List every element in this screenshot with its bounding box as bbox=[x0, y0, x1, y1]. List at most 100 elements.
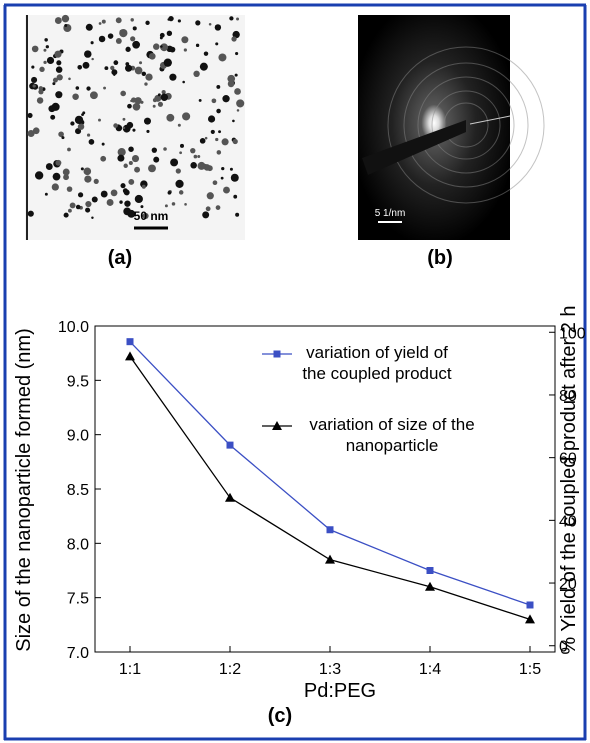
particle bbox=[154, 94, 162, 102]
particle bbox=[106, 199, 114, 206]
data-point bbox=[126, 338, 134, 346]
y2-tick-label: 20 bbox=[559, 576, 577, 593]
particle bbox=[164, 204, 168, 208]
particle bbox=[72, 93, 79, 100]
x-tick-label: 1:5 bbox=[519, 661, 541, 678]
particle bbox=[34, 171, 44, 180]
particle bbox=[218, 130, 222, 134]
y2-tick-label: 60 bbox=[559, 451, 577, 468]
particle bbox=[134, 66, 143, 75]
particle bbox=[197, 161, 206, 170]
particle bbox=[142, 212, 149, 220]
particle bbox=[43, 60, 47, 65]
particle bbox=[199, 62, 208, 71]
particle bbox=[117, 154, 125, 162]
particle bbox=[145, 20, 150, 25]
particle bbox=[100, 190, 108, 198]
particle bbox=[46, 56, 55, 65]
particle bbox=[101, 142, 105, 146]
particle bbox=[233, 194, 238, 199]
particle bbox=[89, 91, 98, 100]
particle bbox=[64, 24, 68, 27]
particle bbox=[27, 112, 33, 119]
particle bbox=[66, 186, 73, 192]
particle bbox=[132, 26, 137, 31]
particle bbox=[178, 190, 184, 195]
particle bbox=[44, 192, 48, 196]
particle bbox=[208, 22, 212, 26]
particle bbox=[205, 206, 211, 212]
tem-background bbox=[25, 15, 245, 240]
legend-marker bbox=[273, 350, 281, 358]
particle bbox=[110, 65, 115, 71]
beam-stop bbox=[362, 120, 466, 175]
particle bbox=[120, 90, 127, 97]
particle bbox=[31, 76, 38, 84]
particle bbox=[50, 114, 56, 120]
particle bbox=[62, 168, 70, 176]
particle bbox=[160, 45, 163, 48]
particle bbox=[124, 200, 131, 207]
particle bbox=[56, 74, 63, 81]
particle bbox=[84, 50, 92, 58]
particle bbox=[195, 20, 201, 26]
data-point bbox=[125, 351, 135, 361]
particle bbox=[130, 18, 134, 22]
particle bbox=[77, 64, 83, 70]
particle bbox=[130, 36, 136, 42]
particle bbox=[122, 188, 128, 194]
scale-bar-label: 5 1/nm bbox=[375, 208, 406, 219]
particle bbox=[153, 43, 160, 50]
particle bbox=[216, 108, 221, 114]
particle bbox=[215, 205, 221, 210]
particle bbox=[221, 138, 229, 146]
particle bbox=[175, 168, 181, 174]
particle bbox=[235, 51, 239, 56]
particle bbox=[55, 66, 63, 73]
particle bbox=[82, 61, 90, 69]
y-tick-label: 9.5 bbox=[67, 373, 89, 390]
particle bbox=[84, 175, 92, 183]
particle bbox=[122, 117, 126, 121]
particle bbox=[127, 103, 132, 109]
particle bbox=[101, 19, 106, 24]
particle bbox=[134, 194, 143, 204]
particle bbox=[159, 36, 163, 40]
particle bbox=[125, 62, 130, 66]
particle bbox=[161, 90, 166, 95]
particle bbox=[144, 82, 148, 86]
particle bbox=[27, 210, 34, 217]
particle bbox=[152, 104, 156, 108]
data-point bbox=[325, 554, 335, 564]
particle bbox=[140, 205, 144, 209]
particle bbox=[91, 196, 98, 203]
particle bbox=[68, 77, 71, 81]
particle bbox=[148, 164, 156, 173]
particle bbox=[54, 50, 62, 58]
particle bbox=[43, 48, 47, 52]
particle bbox=[184, 203, 187, 206]
diffraction-rings bbox=[387, 46, 545, 204]
particle bbox=[77, 123, 85, 130]
particle bbox=[36, 97, 44, 104]
particle bbox=[119, 29, 123, 33]
particle bbox=[86, 133, 91, 137]
particle bbox=[160, 93, 169, 101]
particle bbox=[193, 70, 200, 78]
y2-tick-label: 80 bbox=[559, 388, 577, 405]
particle bbox=[229, 167, 233, 171]
particle bbox=[32, 127, 40, 135]
particle bbox=[214, 24, 222, 31]
particle bbox=[132, 102, 141, 111]
particle bbox=[31, 45, 39, 53]
particle bbox=[206, 192, 214, 200]
particle bbox=[93, 178, 99, 184]
x-tick-label: 1:3 bbox=[319, 661, 341, 678]
particle bbox=[88, 139, 95, 145]
particle bbox=[236, 109, 240, 112]
x-tick-label: 1:4 bbox=[419, 661, 441, 678]
x-axis-label: Pd:PEG bbox=[304, 680, 376, 702]
legend-marker bbox=[272, 421, 282, 430]
